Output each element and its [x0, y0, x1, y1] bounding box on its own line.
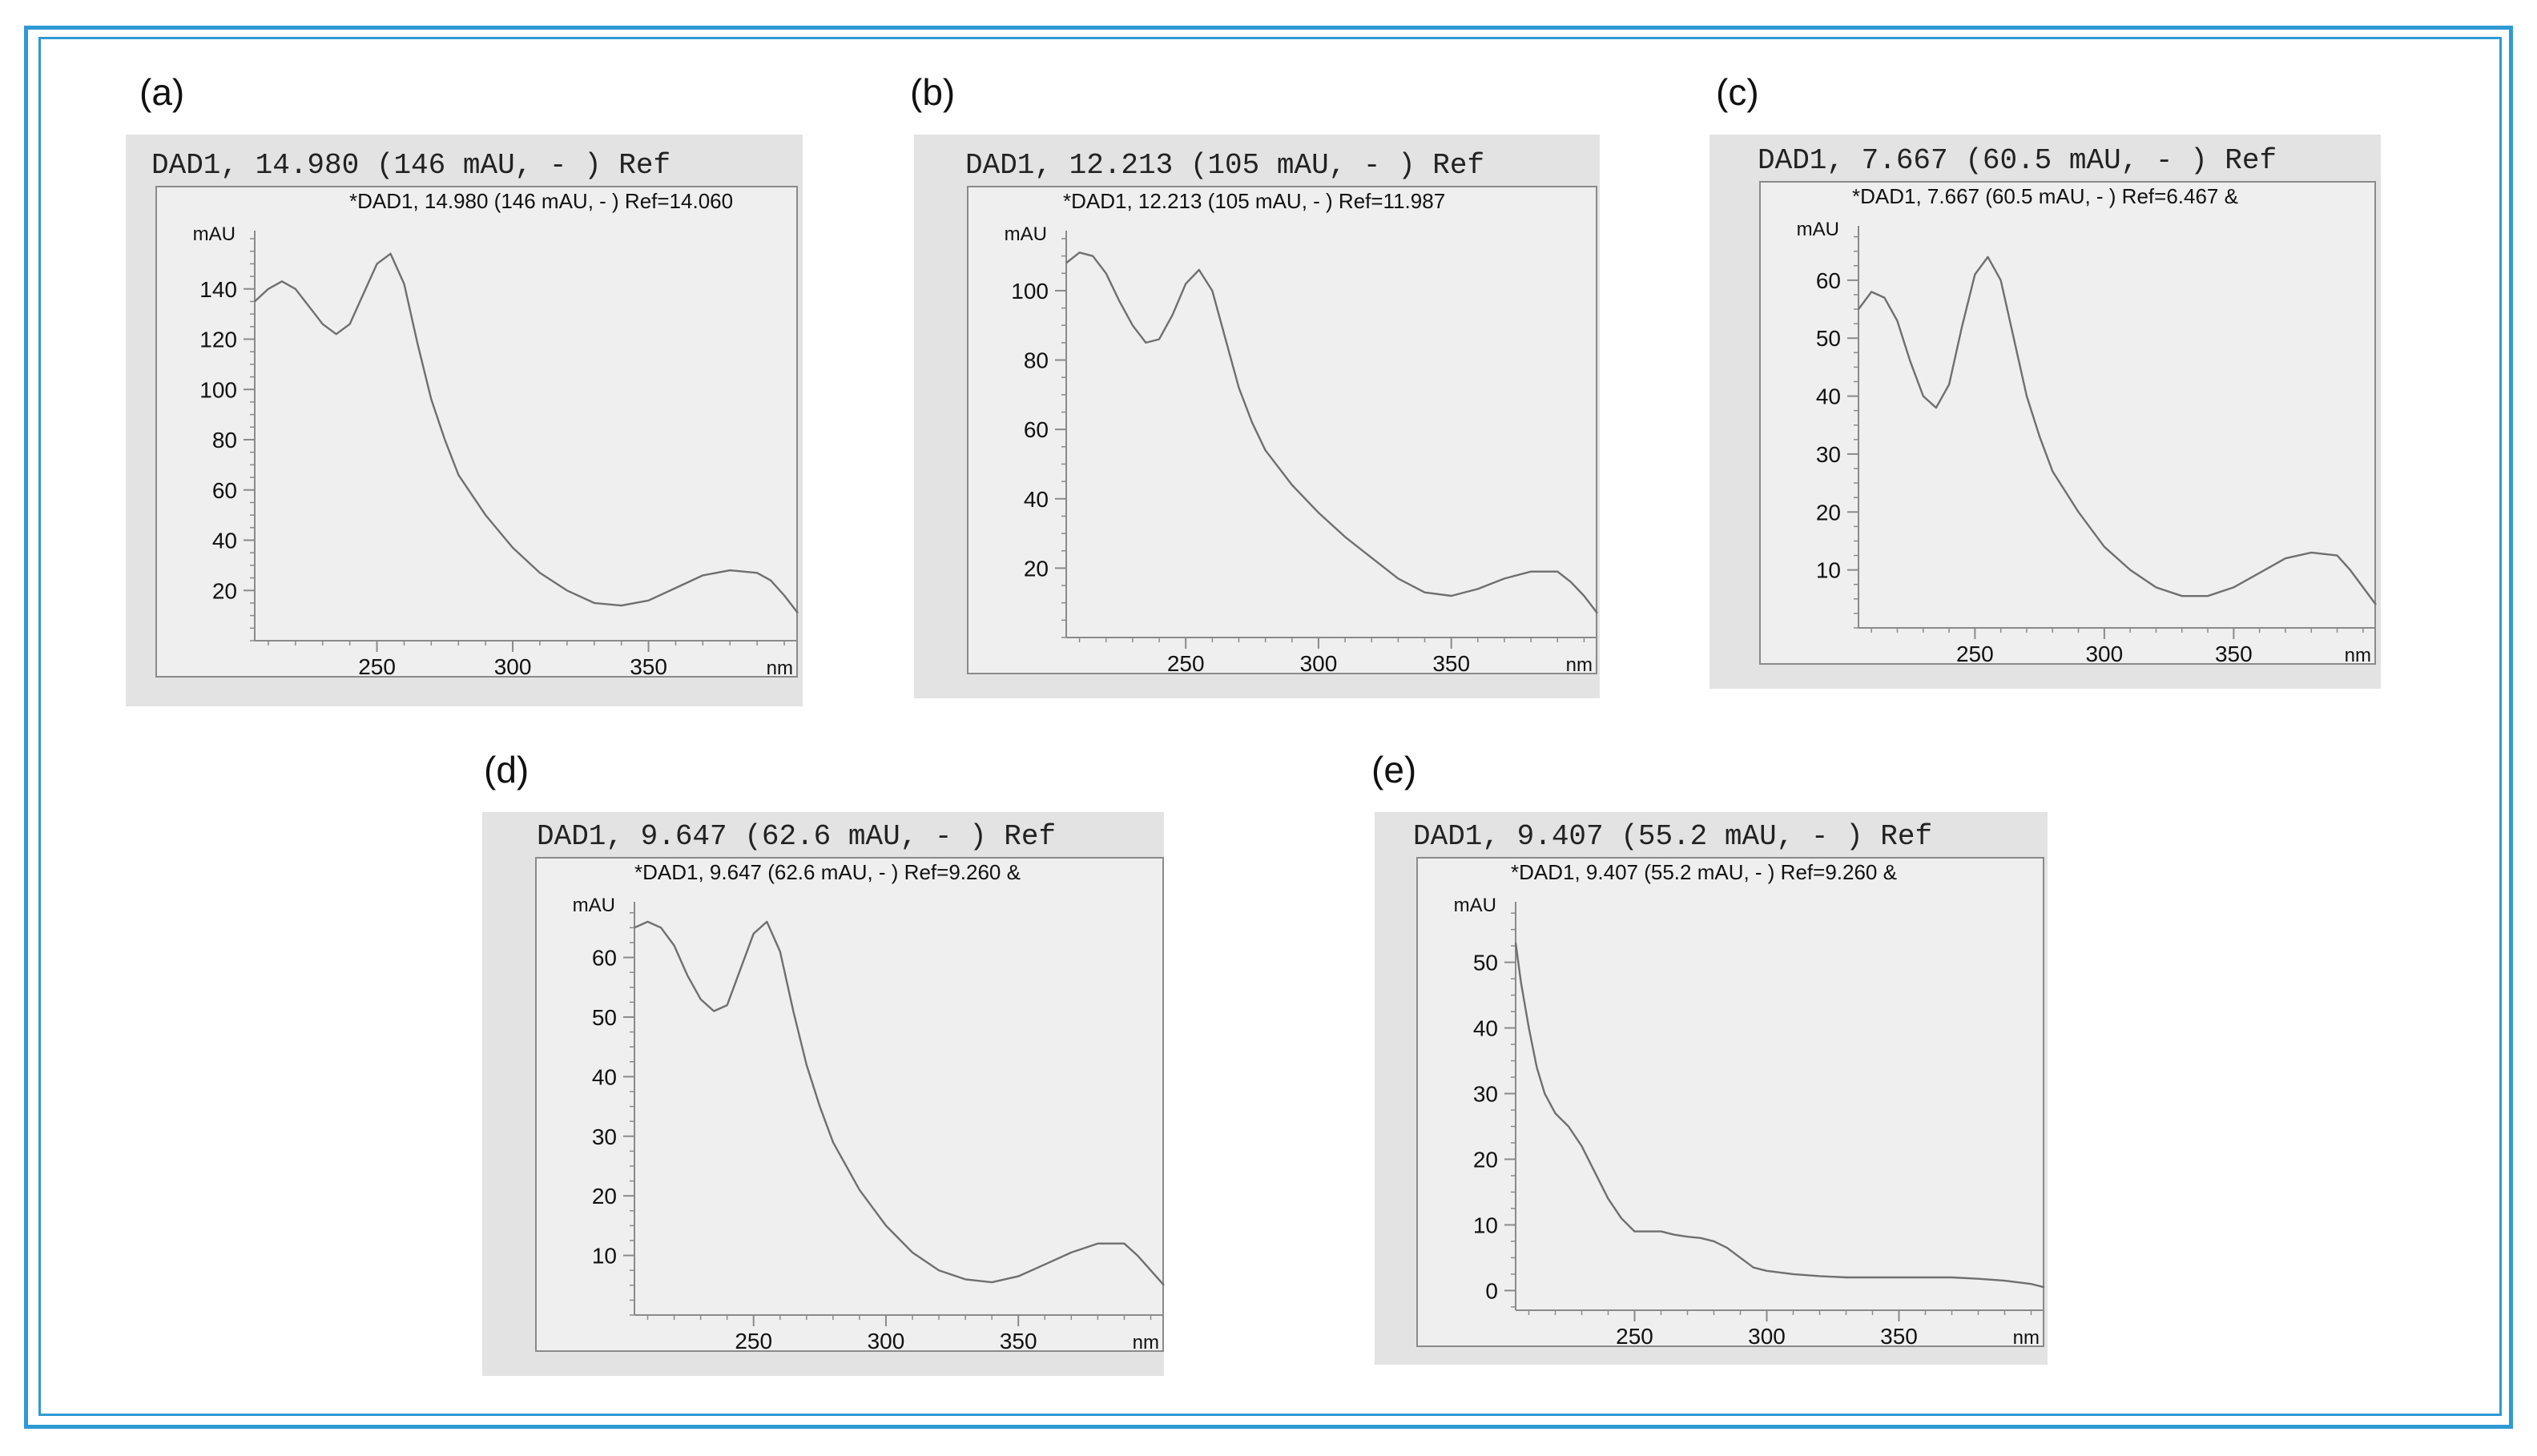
chart-svg-e: 0 10 20 30 40 50 250 300 350 mAU nm: [1454, 895, 2045, 1349]
chart-panel-a: DAD1, 14.980 (146 mAU, - ) Ref *DAD1, 14…: [126, 135, 803, 706]
chart-svg-b: 20 40 60 80 100 250 300 350 mAU nm: [1005, 223, 1598, 676]
spectrum-line-c: [1858, 255, 2377, 605]
x-unit-label-a: nm: [767, 658, 793, 679]
y-tick-label-c: 50: [1816, 326, 1841, 351]
y-tick-label-c: 60: [1816, 268, 1841, 293]
y-tick-label-d: 10: [592, 1244, 617, 1269]
x-unit-label-c: nm: [2345, 645, 2371, 666]
chart-panel-c: DAD1, 7.667 (60.5 mAU, - ) Ref *DAD1, 7.…: [1709, 135, 2381, 689]
y-tick-label-d: 30: [592, 1124, 617, 1149]
panel-label-c: (c): [1716, 71, 1759, 113]
plot-subtitle-c: *DAD1, 7.667 (60.5 mAU, - ) Ref=6.467 &: [1852, 184, 2238, 208]
y-tick-label-e: 50: [1473, 951, 1498, 975]
panel-header-b: DAD1, 12.213 (105 mAU, - ) Ref: [965, 149, 1485, 182]
y-tick-label-d: 50: [592, 1005, 617, 1030]
panel-label-a: (a): [139, 71, 185, 113]
y-tick-label-c: 30: [1816, 442, 1841, 467]
y-tick-label-b: 80: [1024, 348, 1049, 373]
chart-panel-e: DAD1, 9.407 (55.2 mAU, - ) Ref *DAD1, 9.…: [1375, 812, 2048, 1365]
x-unit-label-e: nm: [2013, 1327, 2040, 1349]
y-unit-label-a: mAU: [193, 223, 236, 245]
y-tick-label-a: 100: [199, 377, 237, 402]
y-tick-label-b: 40: [1024, 487, 1049, 512]
spectrum-line-d: [634, 920, 1165, 1286]
panel-label-b: (b): [910, 71, 956, 113]
x-unit-label-b: nm: [1566, 654, 1593, 676]
spectrum-line-b: [1065, 251, 1598, 614]
x-tick-label-b: 300: [1300, 651, 1338, 676]
x-tick-label-d: 350: [1000, 1329, 1037, 1353]
y-tick-label-c: 20: [1816, 500, 1841, 525]
panel-label-e: (e): [1371, 749, 1417, 790]
spectrum-line-e: [1514, 942, 2045, 1289]
y-tick-label-c: 10: [1816, 558, 1841, 583]
chart-svg-c: 10 20 30 40 50 60 250 300 350 mAU nm: [1797, 219, 2377, 666]
y-tick-label-e: 10: [1473, 1213, 1498, 1237]
chart-panel-b: DAD1, 12.213 (105 mAU, - ) Ref *DAD1, 12…: [914, 135, 1600, 698]
y-tick-label-e: 40: [1473, 1016, 1498, 1041]
plot-area-b: *DAD1, 12.213 (105 mAU, - ) Ref=11.987 2…: [967, 186, 1598, 676]
x-tick-label-b: 350: [1432, 651, 1470, 676]
x-tick-label-e: 250: [1616, 1324, 1653, 1349]
x-tick-label-d: 250: [735, 1329, 772, 1353]
y-unit-label-b: mAU: [1005, 223, 1047, 245]
y-tick-label-a: 140: [199, 277, 237, 302]
y-tick-label-a: 120: [199, 328, 237, 352]
spectrum-line-a: [254, 252, 799, 614]
x-tick-label-c: 250: [1956, 642, 1994, 666]
x-tick-label-a: 350: [630, 654, 667, 679]
x-tick-label-c: 350: [2215, 642, 2253, 666]
plot-area-d: *DAD1, 9.647 (62.6 mAU, - ) Ref=9.260 & …: [535, 857, 1165, 1353]
x-tick-label-c: 300: [2085, 642, 2123, 666]
x-tick-label-e: 300: [1748, 1324, 1786, 1349]
y-tick-label-d: 60: [592, 946, 617, 971]
x-tick-label-d: 300: [868, 1329, 905, 1353]
y-tick-label-b: 20: [1024, 556, 1049, 581]
plot-subtitle-b: *DAD1, 12.213 (105 mAU, - ) Ref=11.987: [1063, 189, 1446, 213]
plot-area-c: *DAD1, 7.667 (60.5 mAU, - ) Ref=6.467 & …: [1759, 181, 2377, 666]
y-tick-label-a: 40: [212, 529, 237, 553]
y-tick-label-b: 60: [1024, 417, 1049, 442]
y-tick-label-a: 60: [212, 478, 237, 503]
chart-svg-d: 10 20 30 40 50 60 250 300 350 mAU nm: [573, 895, 1165, 1353]
panel-header-d: DAD1, 9.647 (62.6 mAU, - ) Ref: [537, 820, 1057, 853]
chart-svg-a: 20 40 60 80 100 120 140 250 300 350 mAU nm: [193, 223, 799, 679]
y-tick-label-e: 30: [1473, 1082, 1498, 1107]
y-tick-label-b: 100: [1011, 279, 1049, 304]
x-tick-label-b: 250: [1167, 651, 1205, 676]
chart-panel-d: DAD1, 9.647 (62.6 mAU, - ) Ref *DAD1, 9.…: [482, 812, 1165, 1376]
x-tick-label-a: 300: [494, 654, 532, 679]
y-unit-label-d: mAU: [573, 895, 615, 916]
plot-area-e: *DAD1, 9.407 (55.2 mAU, - ) Ref=9.260 & …: [1416, 857, 2045, 1349]
y-unit-label-c: mAU: [1797, 219, 1839, 240]
y-tick-label-d: 40: [592, 1064, 617, 1089]
plot-subtitle-a: *DAD1, 14.980 (146 mAU, - ) Ref=14.060: [349, 189, 734, 213]
x-tick-label-e: 350: [1880, 1324, 1918, 1349]
y-unit-label-e: mAU: [1454, 895, 1496, 916]
panel-label-d: (d): [484, 749, 530, 790]
x-tick-label-a: 250: [358, 654, 396, 679]
y-tick-label-a: 80: [212, 428, 237, 452]
y-tick-label-a: 20: [212, 578, 237, 603]
inner-frame: [38, 37, 2502, 1416]
y-tick-label-e: 0: [1485, 1278, 1498, 1303]
panel-header-e: DAD1, 9.407 (55.2 mAU, - ) Ref: [1413, 820, 1933, 853]
plot-subtitle-d: *DAD1, 9.647 (62.6 mAU, - ) Ref=9.260 &: [634, 860, 1021, 884]
y-tick-label-c: 40: [1816, 384, 1841, 409]
y-tick-label-e: 20: [1473, 1147, 1498, 1172]
outer-frame: [24, 26, 2513, 1429]
plot-subtitle-e: *DAD1, 9.407 (55.2 mAU, - ) Ref=9.260 &: [1511, 860, 1897, 884]
x-unit-label-d: nm: [1133, 1332, 1159, 1353]
panel-header-c: DAD1, 7.667 (60.5 mAU, - ) Ref: [1758, 144, 2277, 177]
y-tick-label-d: 20: [592, 1184, 617, 1209]
plot-area-a: *DAD1, 14.980 (146 mAU, - ) Ref=14.060 2…: [155, 186, 799, 679]
panel-header-a: DAD1, 14.980 (146 mAU, - ) Ref: [151, 149, 671, 182]
